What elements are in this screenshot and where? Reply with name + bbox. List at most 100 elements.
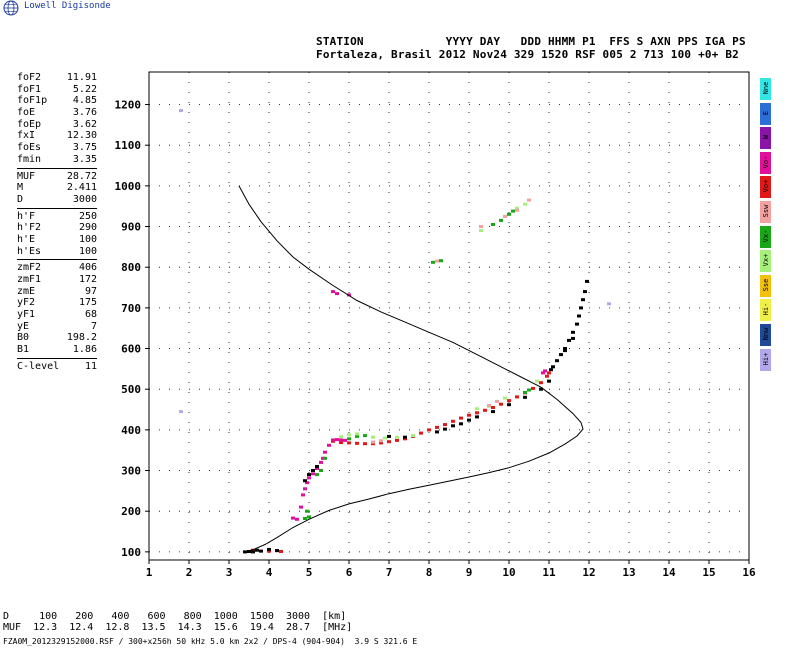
brand-label: Lowell Digisonde: [24, 1, 111, 11]
echo-point-unclassified: [247, 550, 251, 553]
y-tick-label: 1200: [115, 99, 142, 112]
y-tick-label: 400: [121, 424, 141, 437]
echo-point-vo-minus: [307, 476, 311, 480]
param-value: 11: [84, 360, 97, 372]
echo-point-unclassified: [251, 550, 255, 554]
param-name: yF1: [17, 309, 36, 321]
x-tick-label: 12: [582, 566, 595, 579]
echo-point-vo-minus: [305, 481, 309, 485]
y-tick-label: 300: [121, 465, 141, 478]
param-value: 100: [78, 233, 97, 245]
echo-point-vo-plus: [379, 441, 383, 445]
param-row-fof2: foF2 11.91: [17, 72, 97, 84]
echo-point-unclassified: [523, 395, 527, 399]
param-name: h'E: [17, 233, 36, 245]
echo-point-vo-plus: [395, 438, 399, 442]
echo-point-vo-minus: [335, 438, 339, 442]
echo-point-hi-plus: [179, 109, 183, 113]
param-name: MUF: [17, 170, 36, 182]
echo-point-unclassified: [583, 290, 587, 294]
echo-point-vo-minus: [301, 493, 305, 497]
param-separator: [17, 167, 97, 169]
param-value: 198.2: [66, 332, 97, 344]
echo-point-vx-plus: [411, 434, 415, 438]
legend-item-vo-minusplus: Vo+: [760, 176, 771, 199]
echo-point-vo-minus: [295, 517, 299, 521]
echo-point-unclassified: [577, 314, 581, 318]
param-row-zme: zmE 97: [17, 286, 97, 298]
param-value: 3.35: [72, 153, 97, 165]
echo-point-vx-minus: [523, 391, 527, 394]
echo-point-vx-plus: [339, 435, 343, 439]
echo-point-vx-minus: [511, 209, 515, 213]
echo-point-vo-plus: [459, 416, 463, 420]
echo-point-vx-minus: [355, 434, 359, 438]
echo-point-unclassified: [475, 415, 479, 419]
param-row-zmf2: zmF2 406: [17, 262, 97, 274]
echo-point-unclassified: [275, 549, 279, 553]
muf-frequency-row: MUF 12.3 12.4 12.8 13.5 14.3 15.6 19.4 2…: [3, 622, 353, 633]
echo-point-ssw: [503, 214, 507, 218]
echo-point-unclassified: [567, 338, 571, 342]
param-row-zmf1: zmF1 172: [17, 274, 97, 286]
param-row-yf2: yF2 175: [17, 297, 97, 309]
legend-label: Ssw: [762, 204, 770, 218]
legend-item-hi-minusplus: Hi+: [760, 348, 771, 371]
echo-point-vo-plus: [427, 428, 431, 432]
param-name: foF1: [17, 83, 42, 95]
echo-point-vo-plus: [347, 441, 351, 445]
param-row-d: D 3000: [17, 194, 97, 206]
param-row-yf1: yF1 68: [17, 309, 97, 321]
echo-point-unclassified: [315, 465, 319, 468]
x-tick-label: 16: [742, 566, 756, 579]
legend-label: Hi-: [762, 303, 770, 316]
param-row-fxi: fxI 12.30: [17, 130, 97, 142]
param-row-c-level: C-level 11: [17, 361, 97, 373]
param-value: 172: [78, 274, 97, 285]
echo-point-vo-plus: [539, 381, 543, 385]
echo-point-vo-plus: [267, 549, 271, 553]
param-name: h'Es: [17, 245, 42, 257]
echo-point-vo-minus: [339, 438, 343, 442]
legend-item-nnw: Nnw: [760, 323, 771, 346]
x-tick-label: 11: [542, 566, 556, 579]
echo-point-unclassified: [403, 435, 407, 439]
echo-point-vx-minus: [319, 469, 323, 472]
param-value: 3000: [72, 193, 97, 205]
x-tick-label: 3: [226, 566, 233, 579]
x-tick-label: 13: [622, 566, 635, 579]
param-value: 290: [78, 222, 97, 234]
echo-point-vo-minus: [291, 516, 295, 520]
legend-item-w: W: [760, 127, 771, 150]
echo-point-unclassified: [451, 424, 455, 428]
echo-point-vo-plus: [531, 386, 535, 390]
echo-point-unclassified: [443, 427, 447, 431]
plot-frame: [148, 71, 750, 561]
echo-point-unclassified: [555, 359, 559, 363]
param-row-foes: foEs 3.75: [17, 142, 97, 154]
legend-label: Hi+: [762, 352, 770, 365]
echo-point-vx-minus: [303, 517, 307, 520]
echo-point-vx-minus: [363, 434, 367, 438]
param-name: D: [17, 193, 24, 205]
echo-point-vo-minus: [319, 460, 323, 464]
param-name: foF2: [17, 72, 42, 83]
param-value: 250: [78, 210, 97, 222]
legend-item-hi-minus: Hi-: [760, 299, 771, 322]
y-tick-label: 1000: [115, 180, 142, 193]
x-tick-label: 15: [702, 566, 715, 579]
echo-point-unclassified: [435, 430, 439, 434]
param-row-fof1p: foF1p 4.85: [17, 95, 97, 107]
param-name: B0: [17, 332, 30, 344]
profile-line: [238, 185, 584, 553]
param-name: yE: [17, 320, 30, 332]
echo-point-unclassified: [563, 347, 567, 350]
param-row-h-f2: h'F2 290: [17, 222, 97, 234]
param-value: 2.411: [66, 182, 97, 194]
echo-point-vo-minus: [323, 450, 327, 454]
legend-item-vo-minus: Vo-: [760, 151, 771, 174]
echo-point-vx-plus: [355, 432, 359, 436]
echo-point-vx-plus: [475, 407, 479, 411]
y-tick-label: 900: [121, 221, 141, 234]
